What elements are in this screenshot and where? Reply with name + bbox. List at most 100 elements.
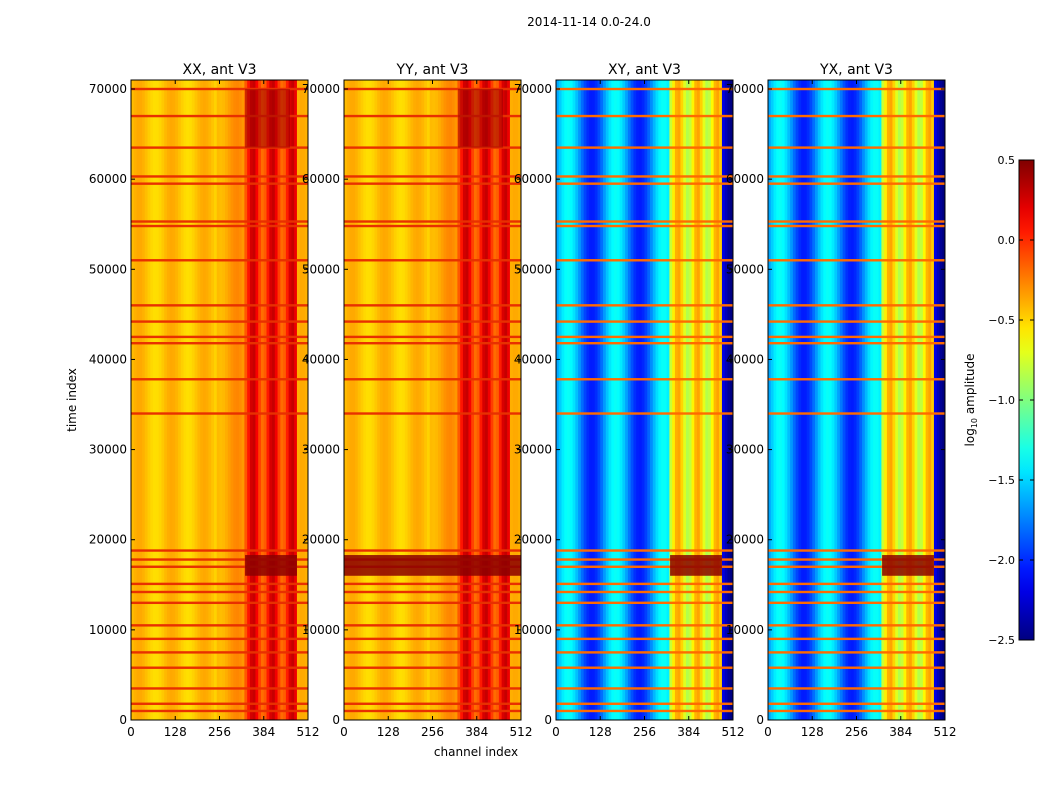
x-tick-label: 256 [845, 725, 868, 739]
heatmap-stripe [197, 80, 201, 720]
x-tick-label: 0 [552, 725, 560, 739]
heatmap-stripe [864, 80, 869, 720]
flagged-row [768, 687, 945, 690]
colorbar-tick-label: −2.0 [988, 554, 1015, 567]
y-tick-label: 70000 [514, 82, 552, 96]
heatmap-stripe [815, 80, 819, 720]
heatmap-stripe [426, 80, 431, 720]
heatmap-stripe [655, 80, 659, 720]
flagged-row [344, 87, 521, 91]
heatmap-stripe [713, 80, 717, 720]
heatmap-stripe [641, 80, 645, 720]
heatmap-stripe [202, 80, 207, 720]
x-tick-label: 256 [208, 725, 231, 739]
heatmap-stripe [225, 80, 229, 720]
heatmap-stripe [269, 80, 273, 720]
heatmap-stripe [180, 80, 185, 720]
flagged-row [556, 601, 733, 605]
heatmap-stripe [476, 80, 481, 720]
flagged-row [131, 601, 308, 605]
heatmap-stripe [694, 80, 698, 720]
heatmap-stripe [155, 80, 160, 720]
heatmap-stripe [856, 80, 860, 720]
heatmap-stripe [263, 80, 268, 720]
panel-1-heatmap [131, 80, 309, 720]
flagged-row [344, 637, 521, 641]
heatmap-stripe [688, 80, 693, 720]
heatmap-stripe [878, 80, 882, 720]
heatmap-stripe [773, 80, 777, 720]
flagged-row [768, 224, 945, 228]
heatmap-stripe [925, 80, 929, 720]
flagged-row [131, 259, 308, 262]
heatmap-stripe [784, 80, 788, 720]
heatmap-stripe [674, 80, 679, 720]
heatmap-stripe [465, 80, 469, 720]
flagged-row [131, 565, 308, 568]
heatmap-stripe [454, 80, 458, 720]
heatmap-stripe [393, 80, 398, 720]
heatmap-stripe [429, 80, 433, 720]
flagged-row [556, 702, 733, 705]
x-tick-label: 256 [421, 725, 444, 739]
heatmap-stripe [561, 80, 565, 720]
heatmap-stripe [189, 80, 193, 720]
y-tick-label: 60000 [302, 172, 340, 186]
y-tick-label: 60000 [89, 172, 127, 186]
flagged-row [344, 259, 521, 262]
heatmap-stripe [776, 80, 780, 720]
flagged-row [131, 582, 308, 586]
heatmap-stripe [564, 80, 568, 720]
flagged-row [131, 558, 308, 561]
heatmap-stripe [721, 80, 726, 720]
heatmap-stripe [803, 80, 808, 720]
heatmap-stripe [305, 80, 309, 720]
heatmap-stripe [870, 80, 874, 720]
panel-title: YY, ant V3 [396, 62, 469, 78]
heatmap-stripe [672, 80, 676, 720]
x-tick-label: 384 [889, 725, 912, 739]
heatmap-stripe [831, 80, 835, 720]
heatmap-stripe [468, 80, 472, 720]
high-amplitude-region [245, 89, 291, 148]
y-tick-label: 40000 [302, 352, 340, 366]
heatmap-stripe [914, 80, 918, 720]
flagged-row [768, 87, 945, 91]
flagged-row [131, 220, 308, 223]
heatmap-stripe [920, 80, 924, 720]
heatmap-stripe [779, 80, 783, 720]
heatmap-stripe [133, 80, 138, 720]
heatmap-stripe [580, 80, 585, 720]
flagged-row [344, 114, 521, 118]
heatmap-stripe [186, 80, 190, 720]
flagged-row [556, 565, 733, 568]
y-tick-label: 40000 [726, 352, 764, 366]
heatmap-stripe [661, 80, 665, 720]
flagged-row [556, 709, 733, 713]
flagged-row [556, 582, 733, 586]
heatmap-stripe [727, 80, 731, 720]
heatmap-stripe [897, 80, 902, 720]
flagged-row [556, 259, 733, 262]
flagged-row [768, 709, 945, 713]
heatmap-stripe [636, 80, 640, 720]
heatmap-stripe [205, 80, 209, 720]
heatmap-stripe [213, 80, 218, 720]
heatmap-stripe [650, 80, 654, 720]
heatmap-stripe [493, 80, 497, 720]
heatmap-stripe [169, 80, 173, 720]
heatmap-stripe [175, 80, 179, 720]
y-tick-label: 30000 [514, 443, 552, 457]
colorbar-label: log10 amplitude [963, 354, 979, 447]
heatmap-stripe [630, 80, 634, 720]
heatmap-stripe [247, 80, 251, 720]
heatmap-stripe [911, 80, 916, 720]
heatmap-stripe [903, 80, 907, 720]
flagged-row [556, 651, 733, 654]
high-amplitude-band [670, 555, 722, 576]
heatmap-stripe [344, 80, 348, 720]
flagged-row [344, 549, 521, 552]
heatmap-stripe [374, 80, 378, 720]
flagged-row [131, 320, 308, 323]
flagged-row [344, 651, 521, 654]
